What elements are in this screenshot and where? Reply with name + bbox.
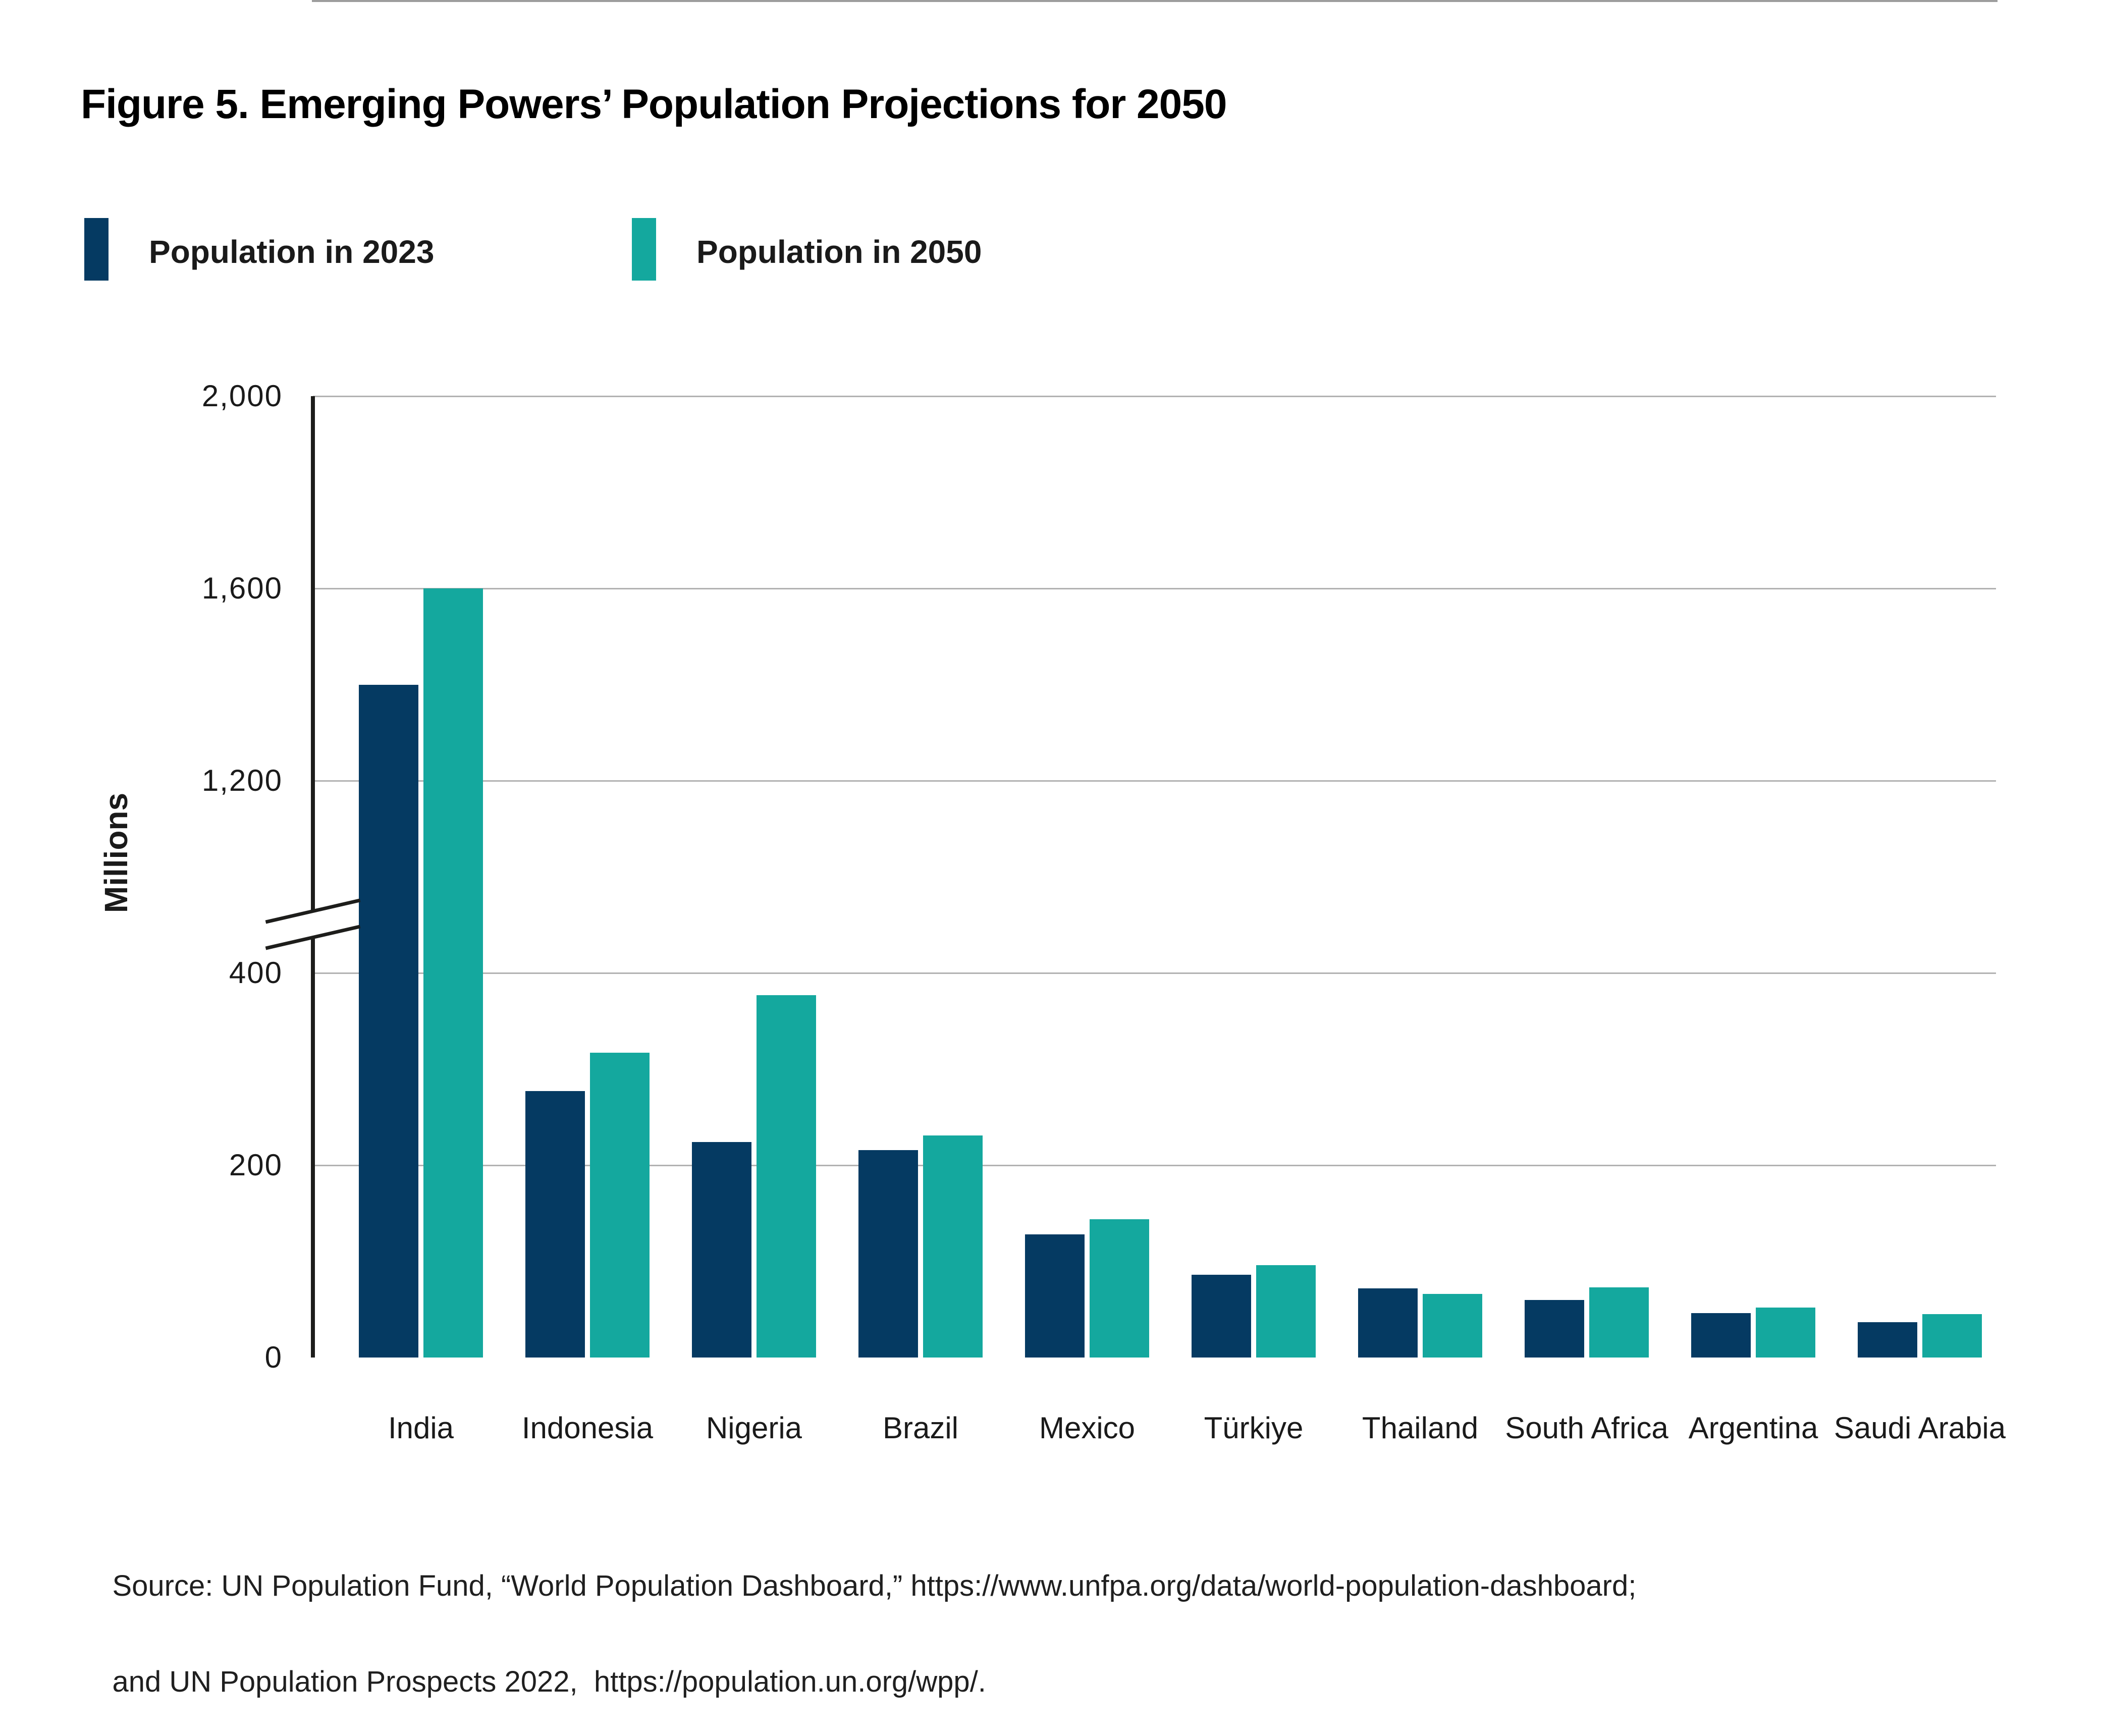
x-axis-label-saudi-arabia: Saudi Arabia bbox=[1834, 1411, 2006, 1445]
gridline-200 bbox=[313, 1165, 1996, 1166]
x-axis-label-türkiye: Türkiye bbox=[1204, 1411, 1304, 1445]
bar-india-2050 bbox=[423, 588, 483, 1358]
y-axis-line-upper bbox=[311, 396, 315, 910]
x-axis-baseline bbox=[312, 0, 1998, 2]
bar-saudi-arabia-2023 bbox=[1858, 1322, 1917, 1358]
y-tick-label-2000: 2,000 bbox=[201, 379, 283, 413]
bar-south-africa-2023 bbox=[1525, 1299, 1584, 1358]
bar-saudi-arabia-2050 bbox=[1922, 1314, 1982, 1358]
bar-türkiye-2050 bbox=[1256, 1265, 1316, 1358]
figure-title: Figure 5. Emerging Powers’ Population Pr… bbox=[81, 81, 1227, 127]
legend-label-2050: Population in 2050 bbox=[696, 234, 982, 270]
bar-indonesia-2023 bbox=[525, 1091, 585, 1358]
bar-thailand-2050 bbox=[1423, 1294, 1482, 1358]
bar-india-2023 bbox=[359, 684, 418, 1358]
bar-brazil-2023 bbox=[858, 1150, 918, 1358]
legend-label-2023: Population in 2023 bbox=[149, 234, 435, 270]
source-line-2: and UN Population Prospects 2022, https:… bbox=[112, 1665, 986, 1698]
y-axis-title: Millions bbox=[98, 792, 134, 913]
bar-south-africa-2050 bbox=[1589, 1287, 1649, 1358]
x-axis-label-argentina: Argentina bbox=[1688, 1411, 1818, 1445]
bar-türkiye-2023 bbox=[1192, 1275, 1251, 1358]
bar-thailand-2023 bbox=[1358, 1288, 1418, 1358]
x-axis-label-india: India bbox=[388, 1411, 454, 1445]
x-axis-label-thailand: Thailand bbox=[1362, 1411, 1479, 1445]
y-tick-label-1600: 1,600 bbox=[201, 571, 283, 605]
gridline-1200 bbox=[313, 780, 1996, 782]
x-axis-label-south-africa: South Africa bbox=[1505, 1411, 1668, 1445]
x-axis-label-brazil: Brazil bbox=[882, 1411, 959, 1445]
bar-mexico-2050 bbox=[1090, 1219, 1149, 1358]
source-citation: Source: UN Population Fund, “World Popul… bbox=[80, 1514, 1636, 1736]
x-axis-label-indonesia: Indonesia bbox=[521, 1411, 654, 1445]
x-axis-label-nigeria: Nigeria bbox=[706, 1411, 802, 1445]
y-tick-label-400: 400 bbox=[229, 956, 283, 990]
gridline-1600 bbox=[313, 588, 1996, 589]
source-line-1: Source: UN Population Fund, “World Popul… bbox=[112, 1569, 1637, 1602]
bar-indonesia-2050 bbox=[590, 1053, 650, 1358]
y-tick-label-200: 200 bbox=[229, 1148, 283, 1182]
x-axis-label-mexico: Mexico bbox=[1039, 1411, 1136, 1445]
legend-swatch-2050 bbox=[632, 218, 656, 281]
y-axis-line-lower bbox=[311, 938, 315, 1358]
bar-mexico-2023 bbox=[1025, 1234, 1085, 1358]
legend-swatch-2023 bbox=[84, 218, 109, 281]
gridline-2000 bbox=[313, 396, 1996, 397]
bar-brazil-2050 bbox=[923, 1135, 983, 1358]
bar-nigeria-2023 bbox=[692, 1142, 751, 1358]
y-tick-label-0: 0 bbox=[264, 1340, 283, 1374]
bar-nigeria-2050 bbox=[757, 995, 816, 1358]
gridline-400 bbox=[313, 972, 1996, 974]
bar-argentina-2050 bbox=[1756, 1307, 1815, 1358]
bar-argentina-2023 bbox=[1691, 1313, 1751, 1358]
y-tick-label-1200: 1,200 bbox=[201, 764, 283, 797]
